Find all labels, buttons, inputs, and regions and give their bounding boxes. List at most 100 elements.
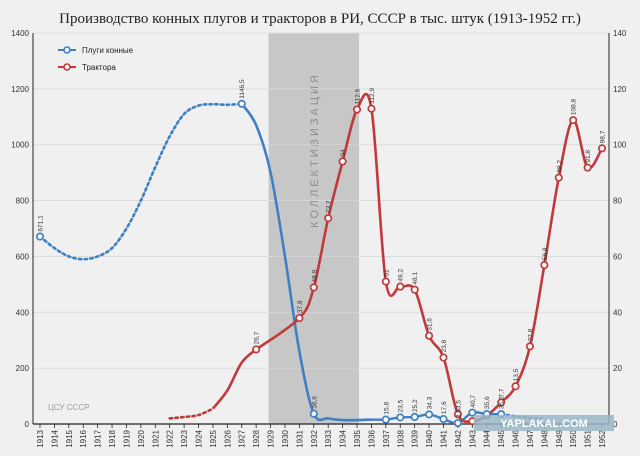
x-tick-label: 1942 <box>454 429 463 447</box>
plows-point <box>237 99 246 108</box>
x-tick-label: 1915 <box>65 429 74 447</box>
tractors-data-label: 13,5 <box>513 368 520 381</box>
x-tick-label: 1938 <box>396 429 405 447</box>
x-tick-label: 1941 <box>439 429 448 447</box>
x-tick-label: 1922 <box>166 429 175 447</box>
y-right-tick-label: 80 <box>613 197 622 206</box>
y-left-tick-label: 800 <box>16 197 30 206</box>
plows-data-label: 671,1 <box>38 215 45 232</box>
tractors-point <box>338 157 347 166</box>
y-right-tick-label: 20 <box>613 364 622 373</box>
plows-data-label: 3,5 <box>455 409 462 418</box>
tractors-data-label: 7,7 <box>499 388 506 397</box>
collectivization-band: КОЛЛЕКТИВИЗАЦИЯ <box>268 33 360 424</box>
plows-point <box>410 412 419 422</box>
plows-point <box>468 408 477 417</box>
tractors-data-label: 98,7 <box>600 130 607 143</box>
tractors-lead-curve <box>211 348 258 410</box>
tractors-dotted-head <box>168 407 215 420</box>
tractors-point <box>583 163 592 172</box>
tractors-data-label: 23,8 <box>441 339 448 352</box>
plows-data-label: 40,7 <box>470 395 477 408</box>
tractors-point <box>352 105 362 114</box>
y-right-tick-label: 100 <box>613 141 627 150</box>
x-tick-label: 1923 <box>180 429 189 447</box>
x-tick-label: 1930 <box>281 429 290 447</box>
x-tick-label: 1914 <box>50 429 59 447</box>
tractors-data-label: 48,9 <box>311 269 318 282</box>
tractors-point <box>425 331 434 340</box>
x-tick-label: 1928 <box>252 429 261 447</box>
y-right-tick-label: 0 <box>613 420 618 429</box>
x-tick-label: 1937 <box>382 429 391 447</box>
plows-data-label: 36,6 <box>311 396 318 409</box>
tractors-point <box>511 382 520 391</box>
plows-data-label: 34,3 <box>427 396 434 409</box>
source-label: ЦСУ СССР <box>48 403 89 412</box>
tractors-data-label: 48,1 <box>412 272 419 285</box>
x-tick-label: 1918 <box>108 429 117 447</box>
tractors-data-label: 108,8 <box>571 98 578 115</box>
x-tick-label: 1946 <box>512 429 521 447</box>
tractors-data-label: 112,6 <box>355 88 362 104</box>
x-tick-label: 1949 <box>555 429 564 447</box>
tractors-point <box>453 410 462 419</box>
tractors-point <box>525 342 534 351</box>
plows-point <box>396 413 405 422</box>
x-tick-label: 1921 <box>151 429 160 447</box>
x-tick-label: 1940 <box>425 429 434 447</box>
tractors-data-label: 31,6 <box>427 318 434 331</box>
tractors-point <box>554 173 563 182</box>
y-left-tick-label: 1400 <box>11 29 29 38</box>
plows-data-label: 23,5 <box>398 399 405 412</box>
watermark-background <box>474 415 614 431</box>
legend-plows-marker <box>63 46 71 54</box>
x-tick-label: 1945 <box>497 429 506 447</box>
watermark: YAPLAKAL.COM <box>474 415 614 431</box>
plows-dotted-curve <box>38 102 244 261</box>
y-left-tick-label: 1000 <box>11 141 29 150</box>
plows-point <box>35 232 45 241</box>
x-tick-label: 1935 <box>353 429 362 447</box>
y-left-tick-label: 200 <box>16 364 30 373</box>
plows-data-label: 17,6 <box>441 401 448 414</box>
x-tick-label: 1936 <box>367 429 376 447</box>
x-tick-label: 1920 <box>137 429 146 447</box>
tractors-data-label: 3,5 <box>455 400 462 409</box>
plows-point <box>439 415 448 424</box>
x-tick-label: 1917 <box>94 429 103 447</box>
band-rect <box>268 33 360 424</box>
tractors-data-label: 73,7 <box>326 200 333 213</box>
plows-data-label: 35,6 <box>484 396 491 409</box>
data-labels: 26,7 37,9 48,9 73,7 94 112,6 112,9 51 49,2 48,1 31… <box>38 79 607 418</box>
plows-point <box>381 415 390 424</box>
tractors-data-label: 94 <box>340 149 347 157</box>
tractors-data-label: 37,9 <box>297 300 304 313</box>
y-right-tick-label: 40 <box>613 308 622 317</box>
x-tick-label: 1925 <box>209 429 218 447</box>
watermark-text: YAPLAKAL.COM <box>500 418 588 430</box>
plows-late-line <box>371 410 502 425</box>
axes: 0 0 200 20 400 40 600 60 800 80 1000 100 1200 120 1400… <box>11 29 627 448</box>
tractors-data-label: 51 <box>383 269 390 277</box>
tractors-data-label: 26,7 <box>254 331 261 344</box>
x-tick-label: 1944 <box>483 429 492 447</box>
y-left-tick-label: 1200 <box>11 85 29 94</box>
band-label: КОЛЛЕКТИВИЗАЦИЯ <box>309 72 321 228</box>
x-tick-label: 1951 <box>584 429 593 447</box>
tractors-point <box>540 261 549 270</box>
tractors-point <box>381 277 390 286</box>
x-tick-label: 1916 <box>79 429 88 447</box>
plows-data-label: 25,2 <box>412 399 419 412</box>
x-tick-label: 1948 <box>540 429 549 447</box>
tractors-point <box>569 116 578 125</box>
y-left-tick-label: 400 <box>16 308 30 317</box>
x-tick-label: 1947 <box>526 429 535 447</box>
tractors-point <box>497 398 506 407</box>
x-tick-label: 1924 <box>195 429 204 447</box>
x-tick-label: 1929 <box>267 429 276 447</box>
x-tick-label: 1927 <box>238 429 247 447</box>
series <box>35 92 607 428</box>
tractors-point <box>295 314 304 323</box>
tractors-point <box>396 282 405 291</box>
